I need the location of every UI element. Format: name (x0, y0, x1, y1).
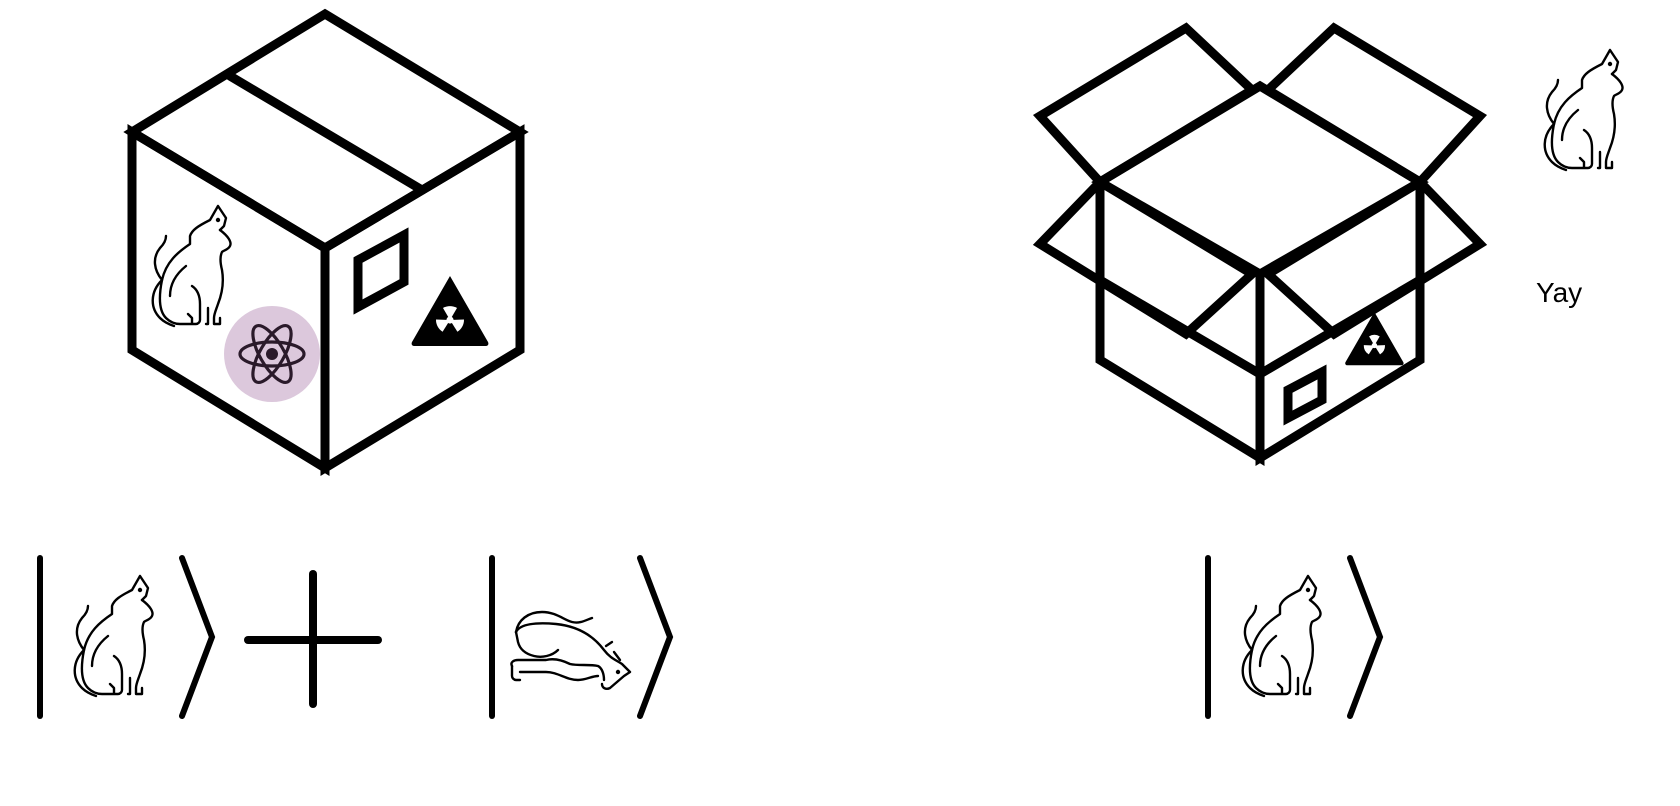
ket-dead-cat (489, 555, 674, 719)
open-box-back-left-flap (1032, 22, 1260, 188)
cat-icon (1543, 48, 1624, 172)
closed-box-tape-line (225, 71, 427, 195)
open-box-opening (1091, 80, 1429, 280)
outcome-text: Yay (1536, 277, 1582, 308)
open-box-front-right-flap (1260, 176, 1488, 340)
plus-sign (244, 570, 382, 708)
closed-box-right-face (320, 124, 525, 476)
radiation-warning-icon (411, 276, 489, 346)
open-box-label-window (1283, 364, 1327, 426)
cat-icon (73, 574, 154, 698)
open-box-front-left-flap (1032, 176, 1260, 340)
cat-icon (151, 204, 232, 328)
atom-icon (224, 306, 320, 402)
ket-alive-cat-measured (1205, 555, 1384, 719)
open-box-back-right-flap (1260, 22, 1488, 188)
cat-icon (1241, 574, 1322, 698)
open-box-left-face (1095, 272, 1265, 467)
closed-box-label-window (353, 227, 409, 315)
open-box (1032, 22, 1488, 467)
ket-angle (179, 555, 216, 719)
open-box-right-face (1255, 272, 1425, 467)
ket-alive-cat (37, 555, 216, 719)
ket-angle (1347, 555, 1384, 719)
ket-angle (637, 555, 674, 719)
dead-cat-icon (510, 610, 632, 690)
closed-box (123, 8, 529, 477)
